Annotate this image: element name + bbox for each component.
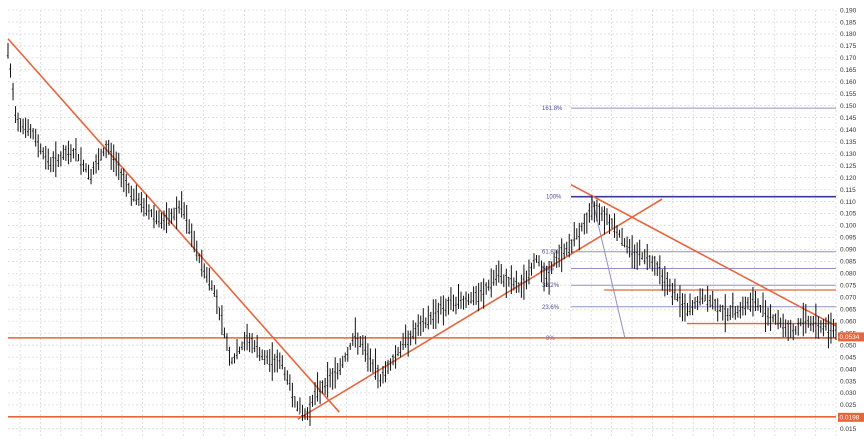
y-axis: 0.190 0.185 0.180 0.175 0.170 0.165 0.160 0.155… (838, 7, 864, 433)
y-tick-label: 0.185 (840, 19, 857, 26)
fib-level-label: 0% (546, 336, 555, 342)
y-tick-label: 0.060 (840, 318, 857, 325)
y-tick-label: 0.015 (840, 426, 857, 433)
y-tick-label: 0.070 (840, 294, 857, 301)
y-tick-label: 0.135 (840, 139, 857, 146)
y-tick-label: 0.030 (840, 390, 857, 397)
price-series (6, 42, 837, 426)
y-tick-label: 0.105 (840, 211, 857, 218)
y-tick-label: 0.175 (840, 43, 857, 50)
y-tick-label: 0.035 (840, 378, 857, 385)
y-tick-label: 0.095 (840, 235, 857, 242)
price-badge-label: 0.0198 (840, 415, 860, 422)
y-tick-label: 0.170 (840, 55, 857, 62)
y-tick-label: 0.090 (840, 247, 857, 254)
price-badge-label: 0.0534 (840, 334, 860, 341)
fib-level-label: 100% (546, 195, 562, 201)
fib-level-label: 23.6% (542, 305, 560, 311)
trendlines (7, 38, 837, 420)
y-tick-label: 0.190 (840, 7, 857, 14)
y-tick-label: 0.110 (840, 199, 856, 206)
y-tick-label: 0.100 (840, 223, 857, 230)
y-tick-label: 0.050 (840, 342, 857, 349)
y-tick-label: 0.025 (840, 402, 857, 409)
y-tick-label: 0.075 (840, 283, 857, 290)
y-tick-label: 0.140 (840, 127, 857, 134)
y-tick-label: 0.115 (840, 187, 856, 194)
trendline (7, 38, 340, 413)
fib-level-label: 161.8% (542, 106, 563, 112)
y-tick-label: 0.120 (840, 175, 857, 182)
fib-level-label: 61.8% (542, 250, 560, 256)
y-tick-label: 0.145 (840, 115, 857, 122)
y-tick-label: 0.040 (840, 366, 857, 373)
y-tick-label: 0.065 (840, 306, 857, 313)
y-tick-label: 0.130 (840, 151, 857, 158)
y-tick-label: 0.080 (840, 271, 857, 278)
trendline (570, 184, 837, 327)
y-tick-label: 0.085 (840, 259, 857, 266)
y-tick-label: 0.125 (840, 163, 857, 170)
y-tick-label: 0.045 (840, 354, 857, 361)
trendline (297, 198, 663, 420)
y-tick-label: 0.150 (840, 103, 857, 110)
y-tick-label: 0.160 (840, 79, 857, 86)
grid (8, 9, 837, 436)
y-tick-label: 0.165 (840, 67, 857, 74)
y-tick-label: 0.155 (840, 91, 857, 98)
y-tick-label: 0.180 (840, 31, 857, 38)
price-badge (838, 412, 864, 422)
price-badge (838, 332, 864, 342)
fib-level-label: 38.2% (542, 283, 560, 289)
fib-level-label: 50% (542, 266, 555, 272)
